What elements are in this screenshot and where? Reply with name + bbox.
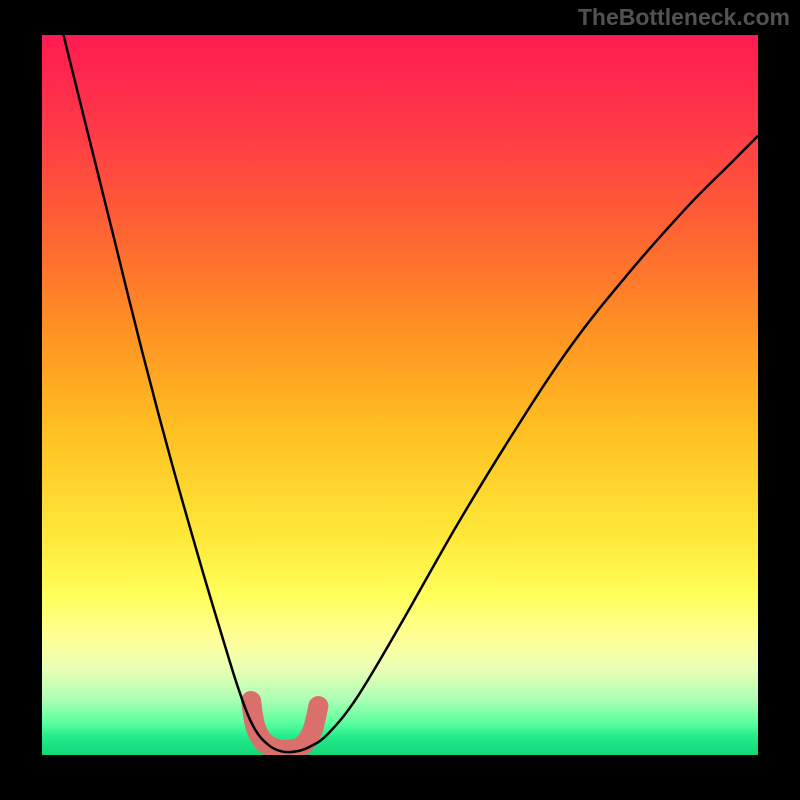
chart-container: TheBottleneck.com [0,0,800,800]
gradient-background [42,35,758,755]
plot-area [42,35,758,755]
watermark-text: TheBottleneck.com [578,4,790,31]
